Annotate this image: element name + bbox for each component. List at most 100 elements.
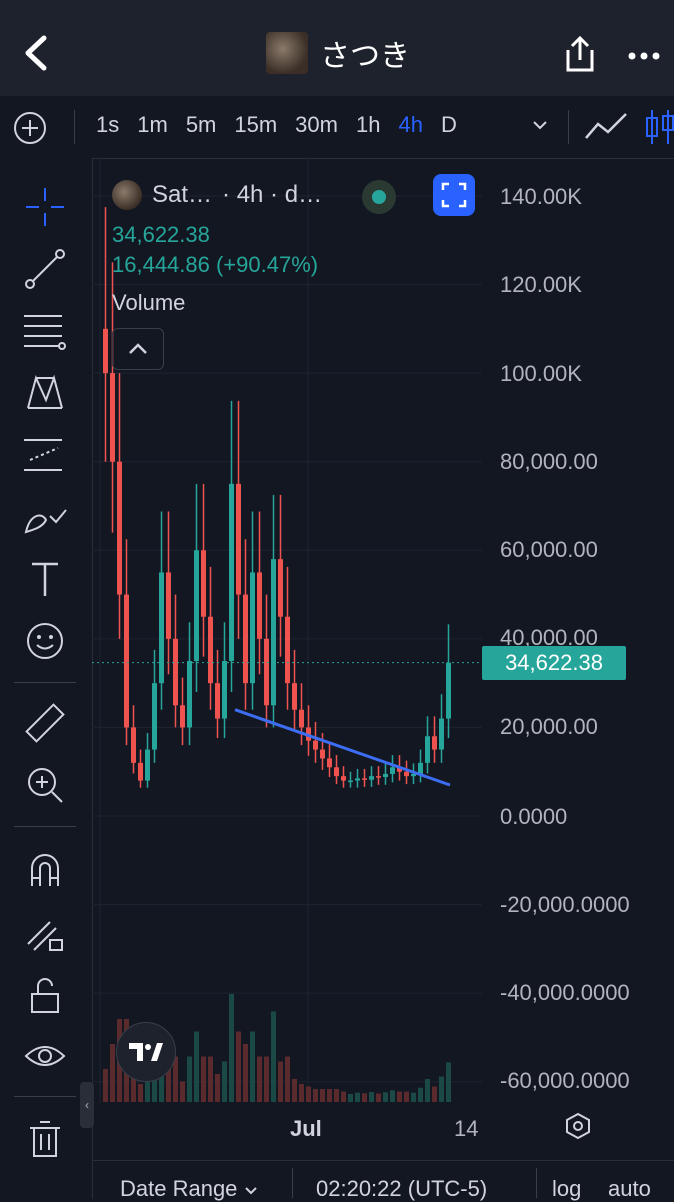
trash-icon [30,1121,60,1157]
volume-bar [390,1090,395,1102]
volume-bar [250,1031,255,1102]
divider [74,110,75,144]
symbol-title[interactable]: さつき [266,30,410,76]
divider [14,682,76,683]
candle [229,483,234,661]
magnet-tool[interactable] [22,848,68,894]
candle [152,683,157,750]
volume-bar [341,1091,346,1102]
fib-tool[interactable] [22,308,68,354]
timeframe-more-button[interactable] [532,118,548,136]
candle [292,683,297,710]
candle [383,773,388,778]
volume-bar [292,1079,297,1102]
timeframe-1h[interactable]: 1h [355,112,381,137]
timeframe-1s[interactable]: 1s [96,112,120,137]
volume-bar [236,1031,241,1102]
auto-scale-button[interactable]: auto [608,1176,651,1201]
trendline-tool[interactable] [22,246,68,292]
timeframe-15m[interactable]: 15m [234,112,278,137]
collapse-toolbar-handle[interactable]: ‹ [80,1082,94,1128]
volume-bar [348,1094,353,1102]
candle [103,328,108,374]
fullscreen-button[interactable] [433,174,475,216]
visibility-tool[interactable] [22,1034,68,1080]
measure-tool[interactable] [22,700,68,746]
candle [334,767,339,777]
date-range-label: Date Range [120,1176,238,1201]
candle [201,550,206,617]
candle [131,727,136,763]
settings-icon [566,1112,590,1140]
volume-indicator-label[interactable]: Volume [112,290,186,315]
text-tool[interactable] [22,556,68,602]
candle [236,483,241,595]
unlock-icon [31,978,59,1013]
market-open-dot [372,190,386,204]
volume-bar [229,994,234,1102]
add-symbol-button[interactable] [14,112,46,144]
pattern-tool[interactable] [22,370,68,416]
volume-bar [257,1056,262,1102]
crosshair-tool[interactable] [22,184,68,230]
delete-tool[interactable] [22,1116,68,1162]
volume-bar [208,1056,213,1102]
volume-bar [145,1076,150,1102]
zoom-tool[interactable] [22,762,68,808]
emoji-tool[interactable] [22,618,68,664]
bottom-bar [92,1160,674,1200]
share-button[interactable] [562,34,598,74]
candle [180,705,185,728]
y-axis-label: 20,000.00 [500,714,598,739]
collapse-legend-button[interactable] [112,328,164,370]
chart-settings-button[interactable] [564,1112,592,1140]
volume-bar [215,1074,220,1102]
pencil-lock-icon [27,921,63,951]
lock-drawings-tool[interactable] [22,910,68,956]
line-chart-icon [585,113,627,139]
log-scale-button[interactable]: log [552,1176,582,1201]
chevron-left-icon [25,35,47,71]
chart-type-candles-button[interactable] [644,108,674,146]
x-axis-label: Jul [290,1116,322,1141]
magnet-icon [31,854,59,886]
timeframe-D[interactable]: D [440,112,457,137]
volume-bar [313,1089,318,1102]
timeframe-5m[interactable]: 5m [185,112,217,137]
candle [278,559,283,617]
legend[interactable]: Sat… · 4h · d… [112,180,322,210]
legend-change: 16,444.86 (+90.47%) [112,252,319,277]
timeframe-30m[interactable]: 30m [295,112,338,137]
candle [320,749,325,759]
candle [397,767,402,772]
brush-tool[interactable] [22,494,68,540]
y-axis-label: 60,000.00 [500,537,598,562]
date-range-button[interactable]: Date Range [120,1176,258,1202]
volume-bar [432,1086,437,1102]
tradingview-logo[interactable] [116,1022,176,1082]
more-options-button[interactable] [628,36,660,68]
timeframe-4h[interactable]: 4h [398,112,423,137]
timeframe-1m[interactable]: 1m [137,112,168,137]
candle [362,778,367,780]
y-axis-label: 120.00K [500,272,582,297]
prediction-tool[interactable] [22,432,68,478]
legend-interval: · 4h · d… [222,181,323,208]
candle [285,616,290,684]
candles [103,207,451,788]
back-button[interactable] [18,30,54,76]
candle [271,559,276,706]
y-axis-label: -20,000.0000 [500,892,630,917]
clock-timezone[interactable]: 02:20:22 (UTC-5) [316,1176,488,1201]
volume-bar [299,1084,304,1102]
chevron-up-icon [129,343,147,354]
share-icon [566,35,594,72]
brush-icon [24,509,67,534]
volume-bar [278,1061,283,1102]
divider [14,826,76,827]
chart-type-line-button[interactable] [584,110,628,144]
trendline-drawing[interactable] [234,708,451,787]
volume-bar [222,1061,227,1102]
unlock-tool[interactable] [22,972,68,1018]
candle [299,709,304,728]
